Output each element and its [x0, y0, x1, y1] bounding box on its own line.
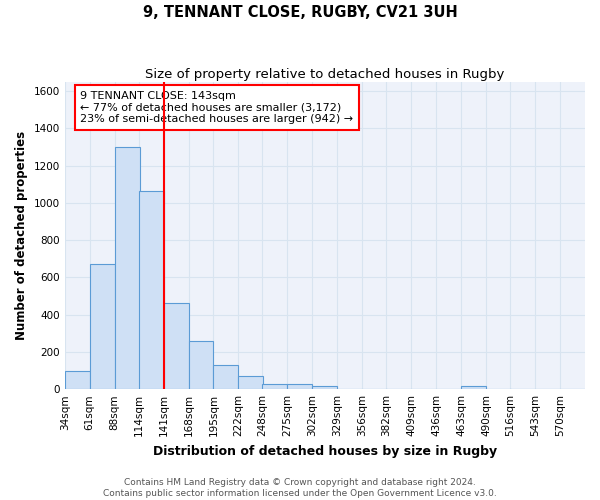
Bar: [461, 386, 486, 389]
X-axis label: Distribution of detached houses by size in Rugby: Distribution of detached houses by size …: [153, 444, 497, 458]
Y-axis label: Number of detached properties: Number of detached properties: [15, 131, 28, 340]
Text: 9 TENNANT CLOSE: 143sqm
← 77% of detached houses are smaller (3,172)
23% of semi: 9 TENNANT CLOSE: 143sqm ← 77% of detache…: [80, 91, 353, 124]
Title: Size of property relative to detached houses in Rugby: Size of property relative to detached ho…: [145, 68, 505, 80]
Bar: [238, 376, 263, 389]
Bar: [188, 340, 214, 389]
Bar: [89, 264, 115, 389]
Bar: [287, 384, 313, 389]
Bar: [313, 386, 337, 389]
Bar: [262, 384, 287, 389]
Text: 9, TENNANT CLOSE, RUGBY, CV21 3UH: 9, TENNANT CLOSE, RUGBY, CV21 3UH: [143, 5, 457, 20]
Text: Contains HM Land Registry data © Crown copyright and database right 2024.
Contai: Contains HM Land Registry data © Crown c…: [103, 478, 497, 498]
Bar: [65, 370, 89, 389]
Bar: [164, 302, 188, 389]
Bar: [214, 365, 238, 389]
Bar: [139, 190, 164, 389]
Bar: [115, 147, 140, 389]
